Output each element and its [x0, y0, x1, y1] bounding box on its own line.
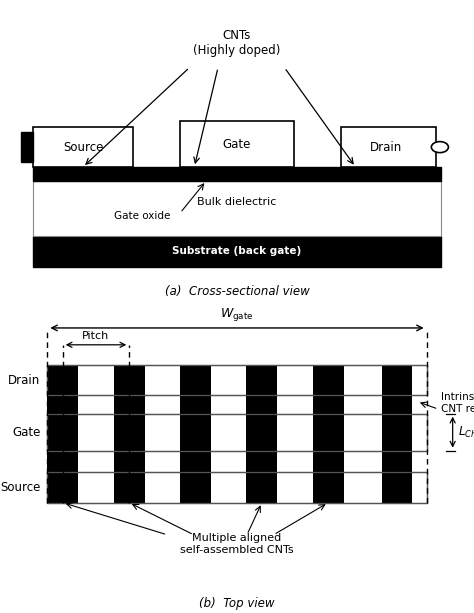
Text: Multiple aligned
self-assembled CNTs: Multiple aligned self-assembled CNTs [180, 533, 294, 555]
Bar [382, 365, 412, 395]
Bar [114, 365, 145, 395]
Text: Drain: Drain [370, 140, 402, 154]
Bar [382, 395, 412, 414]
Text: Intrinsic
CNT region: Intrinsic CNT region [441, 392, 474, 414]
Bar [180, 414, 211, 451]
Bar [246, 414, 277, 451]
Bar [21, 132, 33, 162]
Text: Pitch: Pitch [82, 331, 109, 341]
Text: Source: Source [63, 140, 103, 154]
Bar [114, 414, 145, 451]
Bar [33, 167, 441, 181]
Bar [246, 472, 277, 503]
Bar [33, 236, 441, 267]
Text: Source: Source [0, 481, 40, 494]
Text: (b)  Top view: (b) Top view [199, 597, 275, 611]
Bar [313, 472, 344, 503]
Bar [47, 365, 427, 395]
Bar [33, 181, 441, 236]
Bar [114, 472, 145, 503]
Bar [33, 127, 133, 167]
Bar [114, 395, 145, 414]
Text: Gate oxide: Gate oxide [114, 211, 170, 221]
Bar [114, 451, 145, 472]
Bar [47, 414, 78, 451]
Bar [180, 395, 211, 414]
Bar [47, 472, 78, 503]
Bar [246, 395, 277, 414]
Text: Gate: Gate [12, 425, 40, 439]
Text: Bulk dielectric: Bulk dielectric [197, 197, 277, 207]
Bar [382, 451, 412, 472]
Circle shape [431, 142, 448, 153]
Bar [246, 365, 277, 395]
Text: Substrate (back gate): Substrate (back gate) [173, 246, 301, 256]
Bar [313, 395, 344, 414]
Bar [47, 414, 427, 451]
Text: (a)  Cross-sectional view: (a) Cross-sectional view [164, 284, 310, 298]
Bar [180, 121, 294, 167]
Text: CNTs
(Highly doped): CNTs (Highly doped) [193, 29, 281, 57]
Bar [180, 451, 211, 472]
Bar [180, 472, 211, 503]
Bar [47, 395, 78, 414]
Text: Gate: Gate [223, 137, 251, 151]
Bar [47, 451, 78, 472]
Bar [341, 127, 436, 167]
Bar [47, 472, 427, 503]
Bar [313, 365, 344, 395]
Bar [313, 414, 344, 451]
Bar [47, 472, 427, 503]
Bar [47, 365, 427, 395]
Bar [382, 472, 412, 503]
Bar [47, 414, 427, 451]
Bar [47, 365, 78, 395]
Text: $L_{\mathregular{Ch}}$: $L_{\mathregular{Ch}}$ [458, 425, 474, 440]
Bar [382, 414, 412, 451]
Text: Drain: Drain [8, 373, 40, 387]
Bar [246, 451, 277, 472]
Bar [313, 451, 344, 472]
Text: $W_{\mathregular{gate}}$: $W_{\mathregular{gate}}$ [220, 306, 254, 323]
Bar [180, 365, 211, 395]
